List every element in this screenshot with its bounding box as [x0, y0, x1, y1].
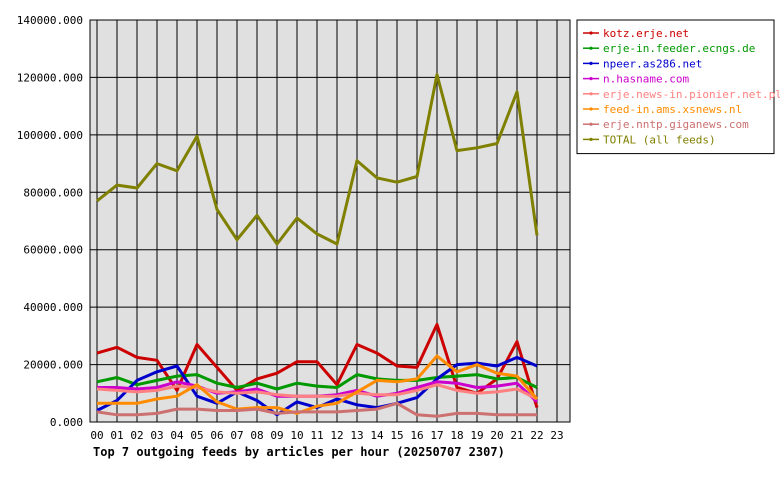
- x-tick-label: 17: [430, 429, 443, 442]
- x-tick-label: 12: [330, 429, 343, 442]
- x-tick-label: 13: [350, 429, 363, 442]
- legend-label: erje.nntp.giganews.com: [603, 118, 749, 131]
- legend-label: n.hasname.com: [603, 73, 689, 86]
- x-tick-label: 03: [150, 429, 163, 442]
- legend-label: erje.news-in.pionier.net.pl: [603, 88, 780, 101]
- x-tick-label: 05: [190, 429, 203, 442]
- x-tick-label: 19: [470, 429, 483, 442]
- legend-marker: [589, 92, 593, 96]
- x-tick-label: 10: [290, 429, 303, 442]
- y-tick-label: 140000.000: [17, 14, 83, 27]
- legend-label: npeer.as286.net: [603, 57, 702, 70]
- x-tick-label: 22: [530, 429, 543, 442]
- x-tick-label: 02: [130, 429, 143, 442]
- legend-label: kotz.erje.net: [603, 27, 689, 40]
- legend-marker: [589, 137, 593, 141]
- y-axis-ticks: 0.000 20000.000 40000.000 60000.000 80000.00…: [17, 14, 83, 429]
- series-line-2: [96, 373, 538, 391]
- legend-marker: [589, 122, 593, 126]
- chart-caption: Top 7 outgoing feeds by articles per hou…: [93, 445, 505, 459]
- legend-box: [576, 19, 775, 155]
- x-tick-label: 23: [550, 429, 563, 442]
- x-tick-label: 01: [110, 429, 123, 442]
- series-line-1: [96, 322, 539, 409]
- legend-label: erje-in.feeder.ecngs.de: [603, 42, 755, 55]
- plot-frame: [89, 19, 571, 423]
- series-lines: [96, 73, 539, 418]
- legend-marker: [589, 46, 593, 50]
- y-tick-label: 120000.000: [17, 71, 83, 84]
- series-line-8: [96, 73, 539, 246]
- y-tick-label: 0.000: [50, 416, 83, 429]
- legend: kotz.erje.net erje-in.feeder.ecngs.de npee…: [576, 19, 780, 155]
- y-tick-label: 20000.000: [23, 359, 83, 372]
- y-tick-label: 100000.000: [17, 129, 83, 142]
- legend-marker: [589, 107, 593, 111]
- legend-marker: [589, 77, 593, 81]
- x-axis-ticks: 00 01 02 03 04 05 06 07 08 09 10 11 12 13 14 15 16 17 18 19…: [90, 429, 563, 442]
- y-tick-label: 60000.000: [23, 244, 83, 257]
- x-tick-label: 15: [390, 429, 403, 442]
- x-tick-label: 04: [170, 429, 184, 442]
- series-line-6: [97, 354, 539, 415]
- x-tick-label: 11: [310, 429, 323, 442]
- grid-lines: [90, 19, 570, 423]
- x-tick-label: 06: [210, 429, 223, 442]
- x-tick-label: 20: [490, 429, 503, 442]
- series-line-5: [96, 383, 538, 401]
- legend-marker: [589, 61, 593, 65]
- legend-marker: [589, 31, 593, 35]
- series-line-7: [96, 401, 537, 418]
- x-tick-label: 09: [270, 429, 283, 442]
- legend-label: TOTAL (all feeds): [603, 133, 716, 146]
- legend-label: feed-in.ams.xsnews.nl: [603, 103, 742, 116]
- y-tick-label: 80000.000: [23, 186, 83, 199]
- x-tick-label: 21: [510, 429, 523, 442]
- x-tick-label: 08: [250, 429, 263, 442]
- x-tick-label: 00: [90, 429, 103, 442]
- x-tick-label: 14: [370, 429, 384, 442]
- x-tick-label: 16: [410, 429, 423, 442]
- x-tick-label: 07: [230, 429, 243, 442]
- x-tick-label: 18: [450, 429, 463, 442]
- y-tick-label: 40000.000: [23, 301, 83, 314]
- plot-area: [90, 20, 570, 422]
